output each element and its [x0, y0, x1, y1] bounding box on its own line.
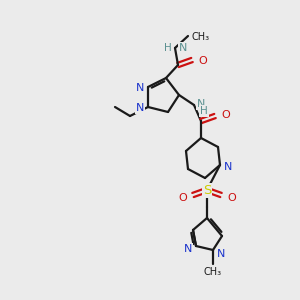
Text: CH₃: CH₃ [191, 32, 209, 42]
Text: N: N [217, 249, 225, 259]
Text: O: O [198, 56, 207, 66]
Text: N: N [136, 103, 144, 113]
Text: N: N [184, 244, 192, 254]
Text: O: O [178, 193, 187, 203]
Text: N: N [179, 43, 188, 53]
Text: N: N [136, 83, 144, 93]
Text: O: O [221, 110, 230, 120]
Text: O: O [227, 193, 236, 203]
Text: S: S [203, 184, 211, 197]
Text: N: N [197, 99, 206, 109]
Text: H: H [164, 43, 172, 53]
Text: CH₃: CH₃ [204, 267, 222, 277]
Text: N: N [224, 162, 232, 172]
Text: H: H [200, 106, 208, 116]
